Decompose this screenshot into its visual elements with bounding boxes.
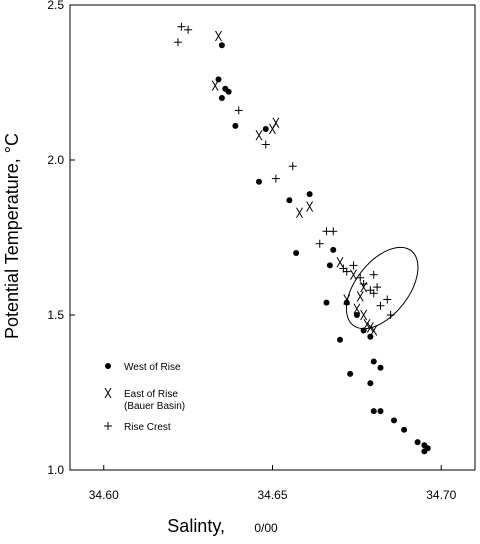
series-x <box>211 30 378 336</box>
data-point-plus <box>342 267 351 276</box>
data-point-x <box>296 207 303 218</box>
data-point-x <box>336 257 344 268</box>
data-point-plus <box>184 25 193 34</box>
data-point-plus <box>322 227 331 236</box>
data-point-x <box>269 123 276 135</box>
x-tick-label: 34.60 <box>89 488 119 502</box>
data-point-plus <box>315 239 324 248</box>
legend-item: Rise Crest <box>104 422 171 433</box>
data-point-dot <box>401 426 408 433</box>
data-point-x <box>363 319 371 330</box>
data-point-dot <box>370 358 377 365</box>
data-point-dot <box>337 336 343 343</box>
data-point-plus <box>177 22 186 31</box>
y-axis-label: Potential Temperature, °C <box>2 133 22 339</box>
legend-marker-dot <box>105 363 111 369</box>
data-point-x <box>356 291 364 302</box>
data-point-plus <box>383 295 392 304</box>
data-point-plus <box>288 162 297 171</box>
data-point-plus <box>349 261 358 270</box>
data-point-dot <box>232 122 239 129</box>
data-point-dot <box>377 364 384 371</box>
data-point-dot <box>414 439 421 446</box>
data-point-x <box>215 30 222 42</box>
data-point-x <box>370 325 378 336</box>
data-point-plus <box>329 227 338 236</box>
data-point-x <box>366 322 374 333</box>
data-point-dot <box>262 126 269 132</box>
data-point-plus <box>261 140 270 149</box>
y-tick-label: 2.0 <box>47 153 64 167</box>
x-tick-label: 34.70 <box>426 488 456 502</box>
data-point-plus <box>369 270 378 279</box>
data-point-x <box>343 294 351 305</box>
data-point-dot <box>391 417 397 424</box>
annotation-ellipse-layer <box>345 246 419 330</box>
x-axis-label: Salinty, <box>167 516 225 536</box>
data-points <box>174 22 431 455</box>
legend-marker-x <box>104 387 112 399</box>
x-axis-unit: 0/00 <box>254 521 278 535</box>
data-point-dot <box>286 197 293 204</box>
data-point-dot <box>367 380 374 387</box>
y-tick-label: 1.0 <box>47 463 64 477</box>
data-point-dot <box>218 42 225 49</box>
legend: West of Rise East of Rise (Bauer Basin) Ris… <box>104 362 185 433</box>
data-point-plus <box>373 283 382 292</box>
y-tick-label: 2.5 <box>47 0 64 12</box>
data-point-plus <box>386 311 395 319</box>
legend-label-line: (Bauer Basin) <box>124 401 185 412</box>
legend-label-line: East of Rise <box>124 389 178 400</box>
data-point-dot <box>347 370 354 377</box>
data-point-dot <box>377 408 384 415</box>
data-point-dot <box>421 448 428 455</box>
legend-label-line: West of Rise <box>124 362 181 373</box>
x-axis-ticks: 34.60 34.65 34.70 <box>89 465 457 502</box>
legend-label: West of Rise <box>124 362 181 373</box>
y-axis-ticks: 1.0 1.5 2.0 2.5 <box>47 0 75 477</box>
data-point-dot <box>306 191 313 198</box>
data-point-plus <box>369 289 378 298</box>
x-axis-label-group: Salinty, 0/00 <box>167 516 278 536</box>
x-tick-label: 34.65 <box>257 488 287 502</box>
data-point-plus <box>376 301 385 310</box>
data-point-dot <box>323 299 330 306</box>
data-point-plus <box>356 273 365 282</box>
data-point-dot <box>360 327 367 334</box>
series-plus <box>174 22 395 319</box>
data-point-dot <box>326 262 333 269</box>
data-point-dot <box>370 408 377 415</box>
data-point-dot <box>293 250 300 256</box>
data-point-x <box>255 129 263 141</box>
legend-label-line: Rise Crest <box>124 422 171 433</box>
data-point-plus <box>271 174 280 183</box>
data-point-dot <box>225 88 232 95</box>
data-point-plus <box>174 38 182 47</box>
y-tick-label: 1.5 <box>47 308 64 322</box>
data-point-dot <box>367 333 374 340</box>
legend-marker-plus <box>104 422 112 430</box>
data-point-x <box>360 309 368 321</box>
legend-item: West of Rise <box>105 362 181 373</box>
data-point-dot <box>256 178 262 185</box>
data-point-dot <box>218 95 225 101</box>
annotation-ellipse <box>345 246 419 330</box>
data-point-dot <box>215 76 222 83</box>
data-point-dot <box>330 246 337 253</box>
legend-item: East of Rise (Bauer Basin) <box>104 387 185 412</box>
series-dot <box>215 42 431 455</box>
data-point-x <box>353 303 361 315</box>
legend-label: East of Rise (Bauer Basin) <box>124 389 185 412</box>
data-point-x <box>306 201 314 212</box>
data-point-x <box>350 269 357 280</box>
data-point-x <box>211 80 219 91</box>
data-point-plus <box>359 280 368 288</box>
data-point-plus <box>234 106 243 115</box>
legend-label: Rise Crest <box>124 422 171 433</box>
data-point-dot <box>353 312 360 318</box>
